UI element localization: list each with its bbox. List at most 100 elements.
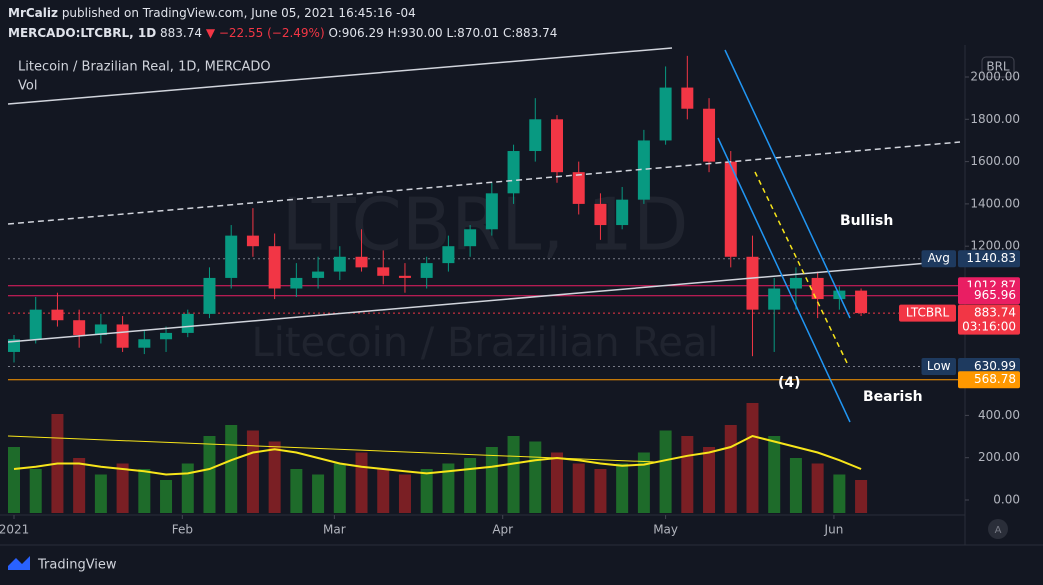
candle-body: [73, 320, 86, 336]
channel-line: [724, 49, 851, 319]
currency-button[interactable]: [981, 56, 1015, 78]
volume-bar: [246, 430, 259, 513]
volume-bar: [551, 452, 563, 513]
y-tick-label: 1600.00: [970, 154, 1020, 168]
high: H:930.00: [388, 26, 443, 40]
auto-scale-icon: A: [995, 525, 1002, 536]
candle-body: [746, 256, 759, 310]
x-tick-label: May: [653, 523, 678, 537]
candle-body: [333, 256, 346, 272]
volume-bar: [789, 458, 802, 513]
candle-body: [529, 119, 542, 152]
volume-bar: [420, 469, 433, 513]
volume-bar: [8, 447, 20, 513]
candle-body: [377, 267, 390, 276]
plot: [8, 55, 965, 513]
candle-body: [485, 193, 498, 230]
symbol: MERCADO:LTCBRL, 1D: [8, 26, 156, 40]
trendline: [7, 47, 673, 105]
candle-body: [312, 271, 325, 278]
candle-body: [355, 256, 368, 268]
price-tag: [958, 304, 1020, 335]
volume-bar: [681, 436, 694, 513]
volume-bar: [73, 458, 86, 513]
volume-ma: [13, 434, 862, 476]
volume-bar: [768, 436, 781, 513]
volume-bar: [703, 447, 716, 513]
candle-body: [160, 332, 173, 340]
candle-body: [551, 119, 563, 173]
volume-bar: [268, 441, 281, 513]
candle-body: [594, 203, 607, 226]
open: O:906.29: [328, 26, 383, 40]
volume-bar: [637, 452, 650, 513]
volume-bar: [659, 430, 672, 513]
candle-body: [789, 277, 802, 289]
publisher: MrCaliz: [8, 6, 58, 20]
candle-body: [616, 199, 629, 226]
y-tick-label: 0.00: [993, 493, 1020, 507]
candle-body: [572, 172, 585, 204]
price-tag-value: 1140.83: [966, 251, 1016, 265]
volume-bar: [312, 474, 325, 513]
volume-bar: [855, 480, 868, 513]
candle-body: [94, 324, 107, 336]
candle-body: [659, 87, 672, 141]
price-tag-value: 965.96: [974, 288, 1016, 302]
price-tag: [958, 371, 1020, 389]
candle-body: [246, 235, 259, 247]
volume-bar: [833, 474, 846, 513]
volume-bar: [529, 441, 542, 513]
volume-bar: [203, 436, 216, 513]
price-tag-name: LTCBRL: [906, 306, 950, 320]
candle-body: [442, 246, 455, 264]
y-tick-label: 1800.00: [970, 112, 1020, 126]
candle-body: [138, 339, 151, 348]
annotation: Bearish: [863, 389, 923, 405]
candle-body: [225, 235, 238, 278]
price-tag: [958, 250, 1020, 268]
candle-body: [203, 277, 216, 314]
candle-body: [464, 229, 477, 247]
volume-bar: [398, 474, 411, 513]
price-tag-name: Low: [927, 359, 951, 373]
price-tag: [958, 287, 1020, 305]
x-tick-label: Feb: [172, 523, 193, 537]
change: ▼ −22.55 (−2.49%): [206, 26, 325, 40]
candle-body: [507, 151, 520, 194]
logo-icon: [8, 556, 30, 570]
countdown: 03:16:00: [962, 320, 1016, 334]
annotation: (4): [778, 375, 801, 391]
y-tick-label: 1400.00: [970, 196, 1020, 210]
y-tick-label: 400.00: [978, 408, 1020, 422]
volume-bar: [29, 469, 42, 513]
price-tag-name: Avg: [928, 251, 950, 265]
volume-bar: [485, 447, 498, 513]
volume-bar: [724, 425, 737, 513]
published: published on TradingView.com, June 05, 2…: [62, 6, 416, 20]
last: 883.74: [160, 26, 202, 40]
candle-body: [855, 290, 868, 314]
volume-bar: [442, 463, 455, 513]
brand: TradingView: [37, 558, 117, 573]
header-line: MrCaliz published on TradingView.com, Ju…: [8, 6, 416, 20]
price-tag-value: 568.78: [974, 372, 1016, 386]
candle-body: [290, 277, 303, 289]
volume-bar: [464, 458, 477, 513]
volume-bar: [116, 463, 129, 513]
candle-body: [268, 246, 281, 289]
candle-body: [768, 288, 781, 310]
trendline: [7, 435, 657, 463]
auto-scale-button[interactable]: [988, 519, 1008, 539]
candle-body: [681, 87, 694, 109]
volume-bar: [811, 463, 824, 513]
candle-body: [181, 313, 194, 333]
currency: BRL: [986, 60, 1010, 74]
price-tag-name-box: [921, 250, 956, 268]
y-tick-label: 200.00: [978, 450, 1020, 464]
volume-bar: [572, 463, 585, 513]
candle-body: [724, 161, 737, 257]
candle-body: [637, 140, 650, 200]
